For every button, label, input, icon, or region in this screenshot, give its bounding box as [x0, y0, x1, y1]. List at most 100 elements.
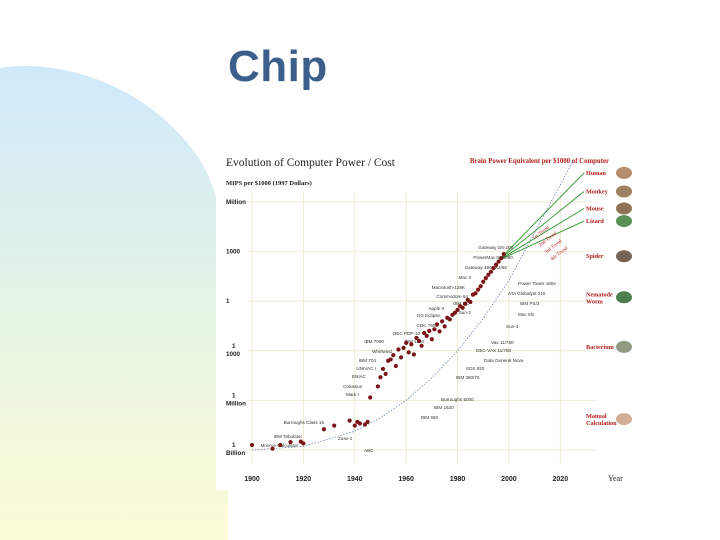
- trend-curve: [251, 160, 574, 451]
- y-tick-label-4: 1 Million: [226, 392, 246, 407]
- data-point-28: [409, 342, 414, 347]
- data-points: [249, 252, 506, 451]
- data-point-39: [437, 329, 442, 334]
- data-point-22: [393, 363, 398, 369]
- data-point-26: [404, 340, 409, 346]
- machine-label-26: ATA Globalyst 210: [508, 291, 546, 296]
- data-point-32: [419, 343, 424, 348]
- brain-label-0: Human: [586, 170, 607, 177]
- projection-line-1: [498, 191, 585, 261]
- data-point-34: [424, 333, 429, 338]
- chart-title: Evolution of Computer Power / Cost: [226, 157, 396, 169]
- chart: Evolution of Computer Power / Cost MIPS …: [226, 157, 632, 483]
- y-tick-label-2: 1: [226, 298, 230, 305]
- data-point-35: [427, 328, 432, 333]
- data-point-9: [352, 423, 357, 428]
- data-point-41: [442, 324, 447, 329]
- x-tick-label-0: 1900: [244, 476, 260, 483]
- machine-label-7: Apple II: [428, 306, 444, 311]
- lizard-icon: [616, 215, 632, 228]
- machine-label-4: Macintosh-128K: [432, 285, 466, 290]
- brain-label-5: Nematode Worm: [586, 291, 613, 305]
- projection-line-2: [498, 208, 585, 261]
- data-point-53: [473, 291, 478, 296]
- machine-label-28: Mac IIfx: [518, 312, 535, 317]
- trend-curve-path: [251, 160, 574, 451]
- brain-label-7: Manual Calculation: [586, 413, 617, 427]
- machine-label-30: Vax 11/780: [491, 340, 514, 345]
- machine-label-25: Power Tower 180e: [518, 281, 556, 286]
- data-point-8: [347, 418, 352, 423]
- data-point-33: [422, 330, 427, 336]
- x-tick-label-1: 1920: [296, 476, 312, 483]
- data-point-16: [378, 375, 383, 380]
- machine-label-18: Colossus: [343, 384, 363, 389]
- machine-label-34: IBM 360/75: [456, 375, 480, 380]
- data-point-1: [270, 446, 275, 451]
- hand-icon: [616, 413, 632, 426]
- data-point-51: [468, 299, 473, 305]
- data-point-55: [478, 284, 483, 289]
- y-tick-label-1: 1000: [226, 249, 241, 256]
- mouse-icon: [616, 202, 632, 215]
- grid: [248, 192, 596, 464]
- data-point-64: [501, 252, 506, 257]
- x-tick-label-5: 2000: [501, 476, 517, 483]
- data-point-61: [493, 262, 499, 267]
- machine-label-17: ENIAC: [352, 374, 367, 379]
- machine-label-0: Gateway G6-200: [478, 245, 513, 250]
- data-point-7: [332, 423, 337, 428]
- machine-label-12: IBM 7090: [364, 339, 384, 344]
- data-point-0: [249, 442, 255, 448]
- machine-label-8: Sun-2: [459, 310, 472, 315]
- machine-label-37: IBM 650: [421, 415, 439, 420]
- data-point-3: [288, 440, 293, 445]
- machine-label-11: DEC PDP-10: [393, 331, 421, 336]
- machine-label-33: SDS 920: [466, 366, 485, 371]
- data-point-48: [460, 305, 465, 310]
- data-point-17: [380, 366, 386, 372]
- bacterium-icon: [616, 340, 632, 353]
- right-panel-title: Brain Power Equivalent per $1000 of Comp…: [470, 158, 609, 165]
- data-point-2: [278, 442, 283, 448]
- data-point-56: [481, 279, 486, 284]
- data-point-54: [475, 287, 481, 292]
- data-point-5: [301, 441, 306, 446]
- x-tick-label-2: 1940: [347, 476, 363, 483]
- x-tick-label-4: 1980: [450, 476, 466, 483]
- data-point-30: [414, 335, 419, 341]
- brain-label-1: Monkey: [586, 188, 609, 195]
- x-axis-label: Year: [608, 474, 623, 483]
- monkey-icon: [616, 185, 632, 198]
- machine-label-19: Burroughs Class 16: [284, 420, 325, 425]
- y-tick-label-5: 1 Billion: [226, 442, 245, 457]
- machine-label-22: Zuse-1: [338, 436, 353, 441]
- machine-label-15: IBM 704: [359, 358, 377, 363]
- x-axis: 1900 1920 1940 1960 1980 2000 2020: [244, 476, 568, 483]
- data-point-11: [357, 421, 363, 426]
- nematode-icon: [616, 291, 632, 304]
- projection-line-3: [498, 220, 585, 261]
- machine-label-16: UNIVAC I: [356, 366, 376, 371]
- brain-equivalents: Human Monkey Mouse Lizard Spider Nematode Worm…: [586, 166, 632, 427]
- data-point-63: [499, 256, 504, 261]
- data-point-6: [321, 427, 327, 432]
- background-arc-shape: [0, 65, 228, 540]
- data-point-62: [496, 259, 501, 264]
- brain-label-4: Spider: [586, 253, 604, 260]
- data-point-57: [483, 275, 488, 281]
- machine-label-20: IBM Tabulator: [274, 434, 303, 439]
- machine-label-23: ABC: [364, 448, 374, 453]
- data-point-38: [434, 322, 440, 327]
- data-point-60: [491, 266, 496, 271]
- data-point-23: [396, 347, 401, 352]
- machine-label-35: Burroughs 5000: [441, 397, 474, 402]
- data-point-25: [401, 345, 406, 350]
- y-axis-label: MIPS per $1000 (1997 Dollars): [226, 180, 312, 187]
- machine-label-6: IBM PC: [453, 301, 470, 306]
- machine-label-32: Data General Nova: [484, 358, 524, 363]
- data-point-24: [398, 355, 404, 360]
- data-point-45: [452, 310, 458, 315]
